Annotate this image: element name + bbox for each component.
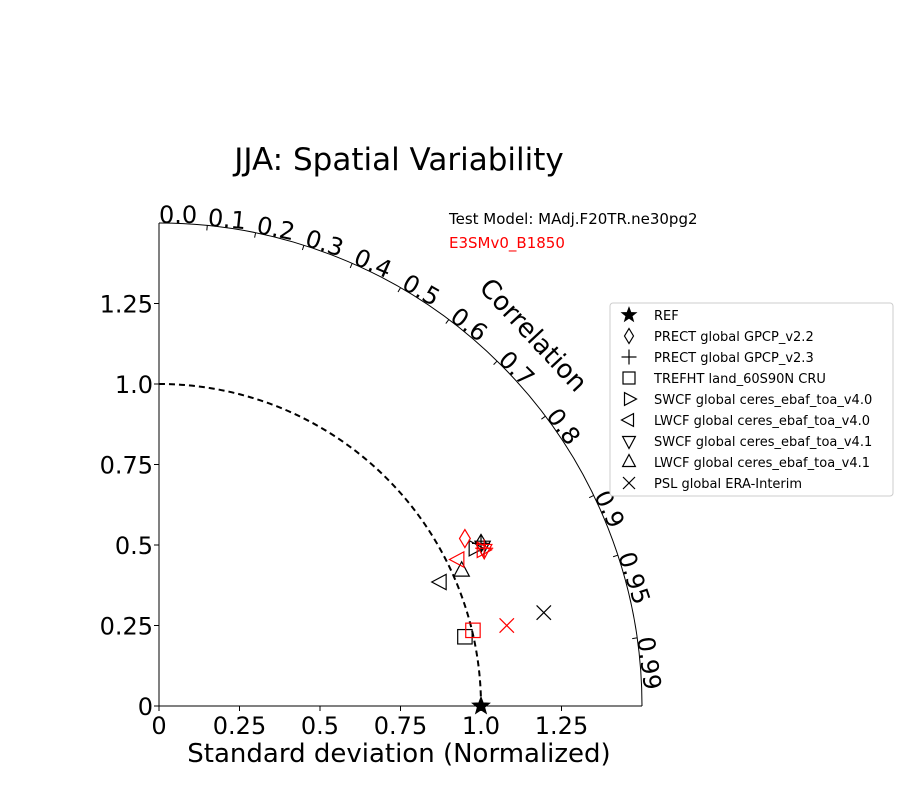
x-stroke-2 xyxy=(499,617,515,634)
legend-marker-triangle-left xyxy=(620,412,635,428)
diamond-shape xyxy=(623,327,635,345)
point-triangle-right xyxy=(476,541,493,559)
triangle-up-shape xyxy=(621,453,637,468)
corr-tick-mark xyxy=(301,245,305,251)
test-model-label: Test Model: MAdj.F20TR.ne30pg2 xyxy=(448,210,698,228)
legend-marker-diamond xyxy=(623,327,635,345)
corr-tick-label: 0.99 xyxy=(631,635,666,692)
x-tick-label: 0.75 xyxy=(374,712,427,740)
legend-frame xyxy=(609,302,894,497)
corr-tick-label: 0.4 xyxy=(350,243,396,284)
triangle-right-shape xyxy=(623,391,638,407)
triangle-down-shape xyxy=(475,543,493,561)
corr-tick-label: 0.2 xyxy=(254,211,297,246)
series-ref-model xyxy=(448,528,515,639)
triangle-left-shape xyxy=(448,550,465,569)
triangle-up-shape xyxy=(453,560,471,577)
legend-label: SWCF global ceres_ebaf_toa_v4.1 xyxy=(654,435,872,450)
point-star xyxy=(471,695,491,715)
y-tick-label: 0.25 xyxy=(100,613,153,641)
y-tick-label: 1.25 xyxy=(100,291,153,319)
corr-tick-label: 0.3 xyxy=(302,224,347,262)
legend-marker-square xyxy=(622,371,636,385)
legend-label: PRECT global GPCP_v2.2 xyxy=(654,330,814,345)
x-tick-label: 0.5 xyxy=(301,712,339,740)
legend-marker-x xyxy=(622,476,636,490)
y-tick-label: 1.0 xyxy=(115,371,153,399)
chart-title: JJA: Spatial Variability xyxy=(232,142,563,178)
x-tick-label: 0 xyxy=(151,712,166,740)
point-x xyxy=(536,604,552,621)
corr-tick-label: 0.6 xyxy=(445,302,492,347)
legend-marker-plus xyxy=(621,349,637,365)
reference-std-arc xyxy=(158,383,482,707)
x-axis-label: Standard deviation (Normalized) xyxy=(187,739,610,769)
legend-label: PSL global ERA-Interim xyxy=(654,477,802,492)
corr-tick-mark xyxy=(632,637,638,640)
star-shape xyxy=(471,695,491,715)
corr-tick-mark xyxy=(493,360,498,365)
x-stroke-2 xyxy=(622,476,636,490)
corr-tick-label: 0.5 xyxy=(398,269,445,312)
legend-marker-triangle-down xyxy=(621,435,637,450)
point-square xyxy=(457,628,473,645)
corr-tick-label: 0.95 xyxy=(612,548,655,608)
series-test-model xyxy=(430,533,552,715)
corr-tick-mark xyxy=(612,554,619,558)
corr-tick-mark xyxy=(588,495,594,499)
tick-labels: 0 0.25 0.5 0.75 1.0 1.25 0 0.25 0.5 0.75 1.0 1.25 xyxy=(100,291,589,741)
diamond-shape xyxy=(458,528,471,549)
legend-marker-star xyxy=(620,306,638,323)
x-tick-label: 1.25 xyxy=(535,712,588,740)
point-square xyxy=(465,622,481,639)
y-tick-label: 0.75 xyxy=(100,452,153,480)
corr-tick-mark xyxy=(349,263,353,269)
corr-tick-mark xyxy=(206,225,208,231)
x-stroke-2 xyxy=(536,604,552,621)
legend-label: LWCF global ceres_ebaf_toa_v4.1 xyxy=(654,456,870,471)
legend-label: TREFHT land_60S90N CRU xyxy=(653,372,826,387)
point-diamond xyxy=(458,528,471,549)
ref-model-label: E3SMv0_B1850 xyxy=(449,234,565,253)
corr-tick-mark xyxy=(541,415,546,420)
legend-marker-triangle-up xyxy=(621,453,637,468)
corr-tick-mark xyxy=(397,287,401,293)
legend-label: LWCF global ceres_ebaf_toa_v4.0 xyxy=(654,414,870,429)
point-x xyxy=(499,617,515,634)
legend-label: SWCF global ceres_ebaf_toa_v4.0 xyxy=(654,393,872,408)
legend-label: REF xyxy=(654,309,679,324)
correlation-ticks: 0.0 0.1 0.2 0.3 0.40.50.60.70.80.90.950.99 xyxy=(158,201,666,692)
corr-tick-mark xyxy=(445,319,450,324)
triangle-right-shape xyxy=(476,541,493,559)
triangle-down-shape xyxy=(621,435,637,450)
y-tick-label: 0 xyxy=(138,693,153,721)
corr-tick-label: 0.1 xyxy=(207,204,248,236)
square-shape xyxy=(465,622,481,639)
square-shape xyxy=(622,371,636,385)
corr-tick-label: 0.0 xyxy=(159,201,197,229)
star-shape xyxy=(620,306,638,323)
point-triangle-left xyxy=(430,573,447,591)
corr-tick-mark xyxy=(254,232,257,238)
triangle-left-shape xyxy=(620,412,635,428)
legend-label: PRECT global GPCP_v2.3 xyxy=(654,351,814,366)
point-triangle-down xyxy=(475,543,493,561)
triangle-left-shape xyxy=(430,573,447,591)
legend-marker-triangle-right xyxy=(623,391,638,407)
axes xyxy=(158,222,643,707)
point-triangle-left xyxy=(448,550,465,569)
x-tick-label: 0.25 xyxy=(213,712,266,740)
corr-tick-label: 0.8 xyxy=(541,403,586,450)
outer-arc xyxy=(158,222,643,707)
point-triangle-up xyxy=(453,560,471,577)
data-points xyxy=(430,528,552,715)
x-tick-label: 1.0 xyxy=(462,712,500,740)
y-tick-label: 0.5 xyxy=(115,532,153,560)
square-shape xyxy=(457,628,473,645)
correlation-axis-label: Correlation xyxy=(473,273,593,398)
legend: REF PRECT global GPCP_v2.2 PRECT global GP… xyxy=(609,302,894,497)
